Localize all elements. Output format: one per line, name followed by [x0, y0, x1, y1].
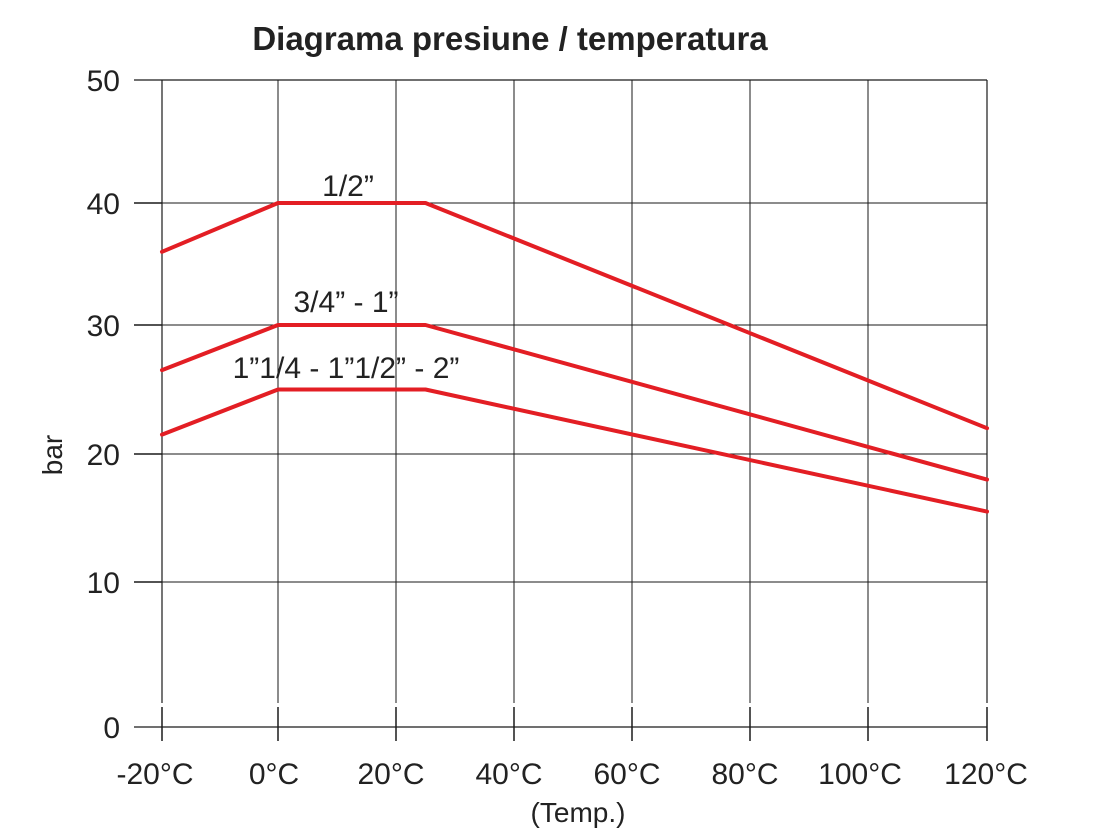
x-tick-label: 20°C [357, 758, 424, 791]
y-tick-label: 10 [87, 567, 120, 600]
x-tick-label: 80°C [711, 758, 778, 791]
x-tick-label: 100°C [818, 758, 902, 791]
chart-title: Diagrama presiune / temperatura [252, 20, 768, 57]
y-tick-label: 30 [87, 310, 120, 343]
y-axis-label: bar [37, 435, 68, 475]
y-tick-label: 40 [87, 188, 120, 221]
series-line-2 [160, 323, 989, 482]
x-tick-label: 0°C [249, 758, 299, 791]
x-tick-label: 120°C [944, 758, 1028, 791]
y-tick-label: 0 [103, 712, 120, 745]
axis-ticks [134, 202, 988, 741]
y-tick-labels: 0 10 20 30 40 50 [87, 65, 120, 745]
series-line-3 [160, 387, 989, 514]
series-label-1: 1/2” [322, 170, 374, 203]
x-tick-label: 60°C [593, 758, 660, 791]
x-tick-label: -20°C [116, 758, 193, 791]
x-tick-labels: -20°C 0°C 20°C 40°C 60°C 80°C 100°C 120°C [116, 758, 1027, 791]
y-tick-label: 20 [87, 439, 120, 472]
x-axis-label: (Temp.) [531, 797, 626, 828]
series-line-1 [160, 201, 989, 431]
y-tick-label: 50 [87, 65, 120, 98]
series-label-3: 1”1/4 - 1”1/2” - 2” [233, 352, 460, 385]
series-labels: 1/2” 3/4” - 1” 1”1/4 - 1”1/2” - 2” [233, 170, 460, 385]
x-tick-label: 40°C [475, 758, 542, 791]
series-label-2: 3/4” - 1” [293, 286, 398, 319]
plot-frame [134, 79, 988, 728]
curves [160, 201, 989, 514]
